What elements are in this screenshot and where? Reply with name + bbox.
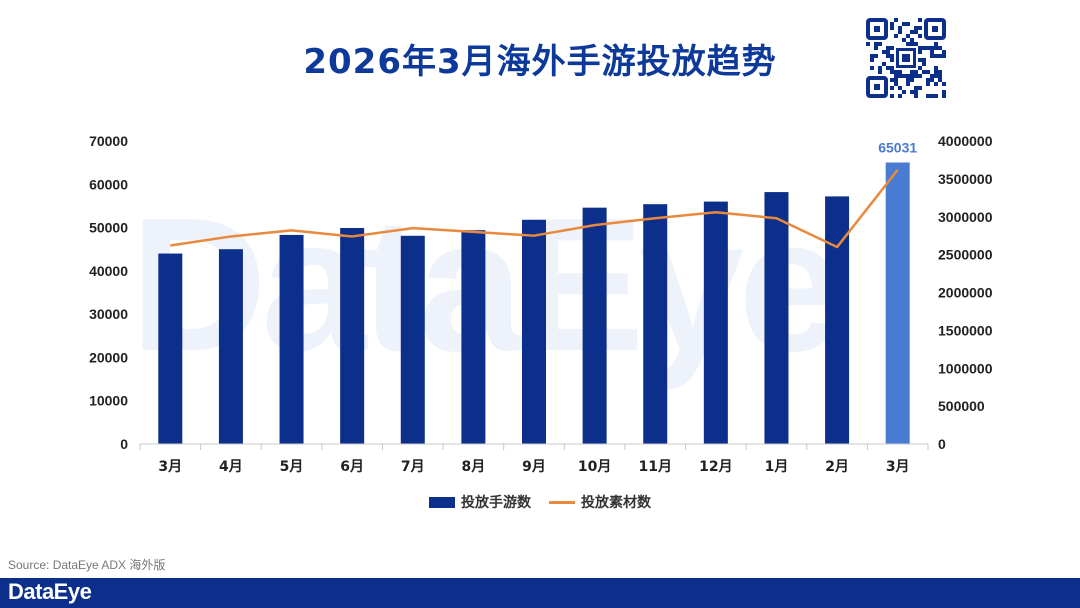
y-right-tick-label: 1000000 — [938, 360, 993, 376]
bar — [340, 228, 365, 444]
y-right-tick-label: 0 — [938, 436, 946, 452]
line-series-material-count — [170, 169, 899, 249]
highlight-data-label: 65031 — [878, 140, 917, 156]
bar — [764, 192, 789, 444]
x-tick-label: 2月 — [825, 459, 849, 475]
y-right-tick-label: 4000000 — [938, 133, 993, 149]
y-left-tick-label: 40000 — [89, 263, 128, 279]
x-tick-label: 5月 — [280, 459, 304, 475]
y-right-tick-label: 3000000 — [938, 209, 993, 225]
x-tick-label: 12月 — [699, 459, 732, 475]
x-tick-label: 4月 — [219, 459, 243, 475]
x-tick-label: 6月 — [340, 459, 364, 475]
y-left-tick-label: 0 — [120, 436, 128, 452]
x-tick-label: 11月 — [638, 459, 671, 475]
y-right-tick-label: 2500000 — [938, 247, 993, 263]
legend-item-bar: 投放手游数 — [429, 492, 531, 512]
footer-bar: DataEye — [0, 578, 1080, 608]
x-tick-label: 1月 — [765, 459, 789, 475]
y-right-tick-label: 1500000 — [938, 322, 993, 338]
legend-line-label: 投放素材数 — [581, 495, 651, 511]
y-left-tick-label: 10000 — [89, 393, 128, 409]
y-left-tick-label: 60000 — [89, 176, 128, 192]
qr-code — [866, 18, 946, 98]
bar — [158, 253, 183, 444]
x-tick-label: 9月 — [522, 459, 546, 475]
bar — [643, 204, 668, 444]
legend-bar-swatch — [429, 496, 455, 508]
bar — [825, 196, 850, 444]
bar — [279, 234, 304, 444]
y-left-tick-label: 30000 — [89, 306, 128, 322]
y-right-tick-label: 3500000 — [938, 171, 993, 187]
x-tick-label: 3月 — [886, 459, 910, 475]
y-left-tick-label: 70000 — [89, 133, 128, 149]
y-left-tick-label: 50000 — [89, 220, 128, 236]
bar — [400, 235, 425, 444]
legend-bar-label: 投放手游数 — [461, 495, 531, 511]
bar — [218, 249, 243, 444]
x-tick-label: 7月 — [401, 459, 425, 475]
legend: 投放手游数 投放素材数 — [0, 492, 1080, 512]
legend-line-swatch — [549, 500, 575, 504]
bar — [703, 201, 728, 444]
x-tick-label: 8月 — [462, 459, 486, 475]
bar — [461, 230, 486, 444]
bar — [522, 219, 546, 444]
source-note: Source: DataEye ADX 海外版 — [8, 558, 166, 572]
legend-item-line: 投放素材数 — [549, 492, 651, 512]
bar — [582, 207, 607, 444]
bar — [885, 162, 910, 444]
x-tick-label: 10月 — [578, 459, 611, 475]
y-right-tick-label: 2000000 — [938, 285, 993, 301]
y-right-tick-label: 500000 — [938, 398, 985, 414]
x-tick-label: 3月 — [158, 459, 182, 475]
y-left-tick-label: 20000 — [89, 349, 128, 365]
footer-logo: DataEye — [8, 579, 92, 604]
page-title: 2026年3月海外手游投放趋势 — [303, 42, 777, 82]
